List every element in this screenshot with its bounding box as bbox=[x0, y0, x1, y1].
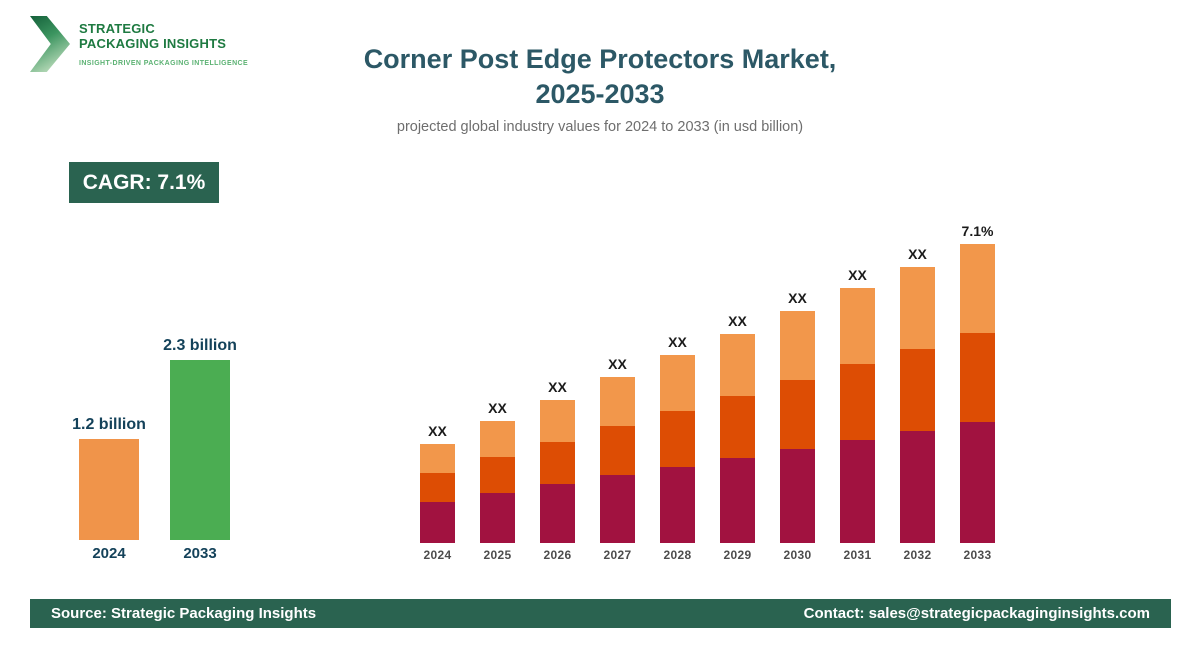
stacked-bar-group: XX 2031 bbox=[840, 267, 875, 562]
stacked-bar-year-label: 2026 bbox=[543, 548, 572, 562]
stacked-bar-group: XX 2032 bbox=[900, 246, 935, 562]
stacked-bar-segment-bottom bbox=[840, 440, 875, 543]
stacked-bar-chart: XX 2024 XX 2025 XX 2026 XX 2027 XX 2028 XX 2029 XX 20… bbox=[420, 196, 995, 562]
cagr-badge: CAGR: 7.1% bbox=[69, 162, 219, 203]
stacked-bar-segment-bottom bbox=[780, 449, 815, 543]
summary-year-label: 2024 bbox=[92, 545, 126, 562]
summary-bar bbox=[79, 439, 139, 540]
stacked-bar-segment-bottom bbox=[540, 484, 575, 543]
stacked-bar-group: XX 2029 bbox=[720, 313, 755, 562]
stacked-bar-group: XX 2030 bbox=[780, 290, 815, 562]
brand-name-line1: STRATEGIC bbox=[79, 21, 155, 36]
stacked-bar-segment-top bbox=[420, 444, 455, 473]
stacked-bar-value-label: XX bbox=[848, 267, 867, 283]
stacked-bar-segment-top bbox=[600, 377, 635, 426]
stacked-bar-segment-top bbox=[780, 311, 815, 380]
brand-name-line2: PACKAGING INSIGHTS bbox=[79, 35, 227, 51]
footer-bar: Source: Strategic Packaging Insights Con… bbox=[30, 599, 1171, 628]
page-title-line2: 2025-2033 bbox=[535, 79, 665, 110]
stacked-bar-year-label: 2033 bbox=[963, 548, 992, 562]
stacked-bar-segment-middle bbox=[540, 442, 575, 484]
brand-logo: STRATEGIC PACKAGING INSIGHTS INSIGHT-DRI… bbox=[30, 14, 248, 72]
stacked-bar-value-label: XX bbox=[728, 313, 747, 329]
stacked-bar-segment-bottom bbox=[660, 467, 695, 543]
stacked-bar-value-label: XX bbox=[428, 423, 447, 439]
stacked-bar-segment-bottom bbox=[420, 502, 455, 543]
stacked-bar-segment-middle bbox=[840, 364, 875, 440]
stacked-bar-group: XX 2026 bbox=[540, 379, 575, 562]
stacked-bar-segment-top bbox=[960, 244, 995, 333]
brand-logo-text: STRATEGIC PACKAGING INSIGHTS INSIGHT-DRI… bbox=[79, 14, 248, 67]
stacked-bar-segment-top bbox=[720, 334, 755, 396]
summary-bar-chart: 1.2 billion 2024 2.3 billion 2033 bbox=[72, 300, 237, 562]
brand-tagline: INSIGHT-DRIVEN PACKAGING INTELLIGENCE bbox=[79, 60, 249, 68]
stacked-bar-value-label: XX bbox=[548, 379, 567, 395]
stacked-bar-segment-bottom bbox=[600, 475, 635, 543]
summary-bar-group: 1.2 billion 2024 bbox=[72, 416, 146, 562]
stacked-bar-segment-middle bbox=[600, 426, 635, 475]
page-title: Corner Post Edge Protectors Market, 2025… bbox=[300, 42, 900, 112]
stacked-bar-year-label: 2032 bbox=[903, 548, 932, 562]
summary-bar bbox=[170, 360, 230, 540]
stacked-bar-value-label: XX bbox=[608, 356, 627, 372]
stacked-bar-segment-top bbox=[480, 421, 515, 457]
stacked-bar-year-label: 2025 bbox=[483, 548, 512, 562]
stacked-bar-year-label: 2024 bbox=[423, 548, 452, 562]
stacked-bar-group: XX 2027 bbox=[600, 356, 635, 562]
summary-value-label: 2.3 billion bbox=[163, 337, 237, 354]
stacked-bar-group: XX 2028 bbox=[660, 334, 695, 562]
stacked-bar-value-label: XX bbox=[488, 400, 507, 416]
stacked-bar-year-label: 2029 bbox=[723, 548, 752, 562]
stacked-bar-value-label: XX bbox=[668, 334, 687, 350]
summary-bar-group: 2.3 billion 2033 bbox=[163, 337, 237, 562]
stacked-bar-segment-middle bbox=[780, 380, 815, 449]
stacked-bar-segment-top bbox=[900, 267, 935, 349]
stacked-bar-segment-middle bbox=[420, 473, 455, 502]
stacked-bar-segment-bottom bbox=[900, 431, 935, 543]
stacked-bar-segment-middle bbox=[480, 457, 515, 493]
summary-value-label: 1.2 billion bbox=[72, 416, 146, 433]
stacked-bar-value-label: XX bbox=[908, 246, 927, 262]
stacked-bar-segment-bottom bbox=[480, 493, 515, 543]
stacked-bar-group: XX 2024 bbox=[420, 423, 455, 562]
chevron-arrow-icon bbox=[30, 16, 70, 72]
stacked-bar-segment-top bbox=[540, 400, 575, 442]
stacked-bar-group: 7.1% 2033 bbox=[960, 223, 995, 562]
footer-contact-text: Contact: sales@strategicpackaginginsight… bbox=[803, 605, 1150, 622]
stacked-bar-year-label: 2027 bbox=[603, 548, 632, 562]
footer-source-text: Source: Strategic Packaging Insights bbox=[51, 605, 317, 622]
stacked-bar-segment-top bbox=[840, 288, 875, 364]
stacked-bar-year-label: 2030 bbox=[783, 548, 812, 562]
stacked-bar-year-label: 2028 bbox=[663, 548, 692, 562]
stacked-bar-segment-middle bbox=[720, 396, 755, 458]
page-subtitle: projected global industry values for 202… bbox=[396, 119, 804, 136]
stacked-bar-segment-bottom bbox=[720, 458, 755, 543]
page-title-line1: Corner Post Edge Protectors Market, bbox=[363, 44, 837, 74]
stacked-bar-segment-top bbox=[660, 355, 695, 411]
summary-year-label: 2033 bbox=[183, 545, 217, 562]
stacked-bar-year-label: 2031 bbox=[843, 548, 872, 562]
stacked-bar-value-label: 7.1% bbox=[961, 223, 994, 239]
chart-header: Corner Post Edge Protectors Market, 2025… bbox=[300, 42, 900, 135]
stacked-bar-segment-middle bbox=[960, 333, 995, 422]
stacked-bar-group: XX 2025 bbox=[480, 400, 515, 562]
stacked-bar-segment-middle bbox=[900, 349, 935, 431]
stacked-bar-value-label: XX bbox=[788, 290, 807, 306]
stacked-bar-segment-bottom bbox=[960, 422, 995, 543]
stacked-bar-segment-middle bbox=[660, 411, 695, 467]
